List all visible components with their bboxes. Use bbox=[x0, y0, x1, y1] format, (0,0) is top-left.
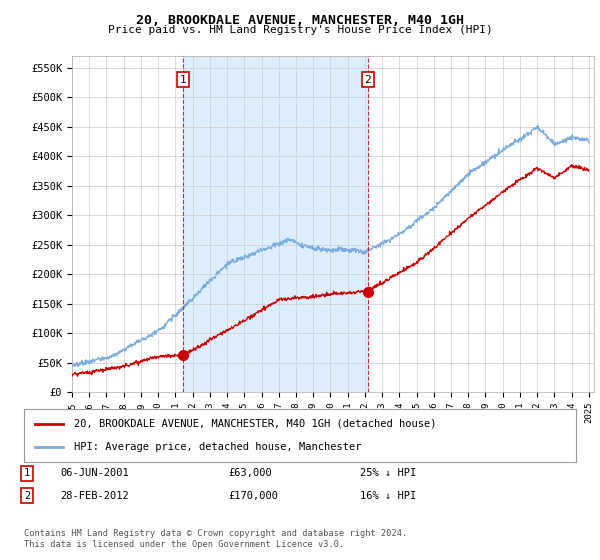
Text: Price paid vs. HM Land Registry's House Price Index (HPI): Price paid vs. HM Land Registry's House … bbox=[107, 25, 493, 35]
Text: 16% ↓ HPI: 16% ↓ HPI bbox=[360, 491, 416, 501]
Text: HPI: Average price, detached house, Manchester: HPI: Average price, detached house, Manc… bbox=[74, 442, 361, 452]
Text: Contains HM Land Registry data © Crown copyright and database right 2024.
This d: Contains HM Land Registry data © Crown c… bbox=[24, 529, 407, 549]
Text: £63,000: £63,000 bbox=[228, 468, 272, 478]
Text: 20, BROOKDALE AVENUE, MANCHESTER, M40 1GH: 20, BROOKDALE AVENUE, MANCHESTER, M40 1G… bbox=[136, 14, 464, 27]
Text: 2: 2 bbox=[24, 491, 30, 501]
Text: 06-JUN-2001: 06-JUN-2001 bbox=[60, 468, 129, 478]
Text: 28-FEB-2012: 28-FEB-2012 bbox=[60, 491, 129, 501]
Bar bbox=[183, 56, 368, 392]
Text: 1: 1 bbox=[24, 468, 30, 478]
Text: £170,000: £170,000 bbox=[228, 491, 278, 501]
Text: 1: 1 bbox=[179, 74, 187, 85]
Text: 2: 2 bbox=[364, 74, 371, 85]
Text: 20, BROOKDALE AVENUE, MANCHESTER, M40 1GH (detached house): 20, BROOKDALE AVENUE, MANCHESTER, M40 1G… bbox=[74, 419, 436, 429]
Text: 25% ↓ HPI: 25% ↓ HPI bbox=[360, 468, 416, 478]
